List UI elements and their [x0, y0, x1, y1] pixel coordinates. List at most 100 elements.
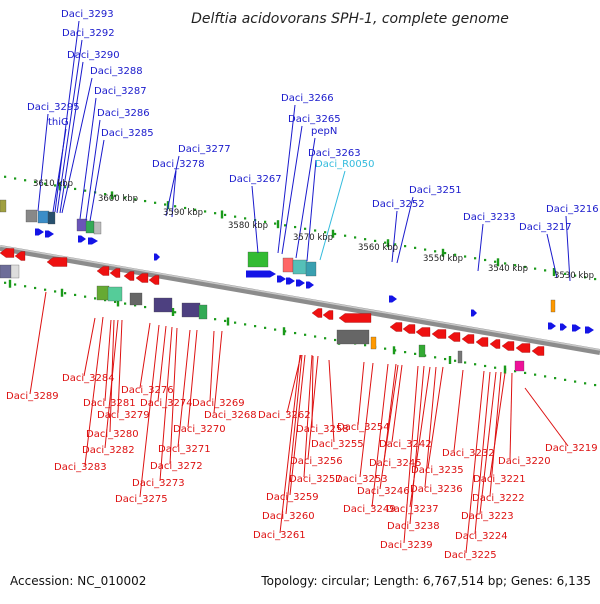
top-gene-label-leader	[546, 233, 558, 279]
upper-tick-dot-dot	[414, 246, 417, 249]
bottom-gene-label: Daci_3258	[296, 424, 349, 435]
reverse-gene-arrow	[402, 324, 416, 334]
lower-tick-dot-dot	[594, 383, 597, 387]
major-tick	[8, 279, 12, 288]
reverse-gene-arrow	[135, 273, 149, 283]
lower-tick-dot-dot	[44, 288, 47, 291]
lower-tick-dot-dot	[414, 352, 417, 355]
upper-tick-dot-dot	[84, 189, 87, 192]
top-gene-label: Daci_3251	[409, 185, 462, 196]
scale-label: 3560 kbp	[358, 243, 398, 253]
feature-box	[247, 251, 269, 268]
lower-tick-dot-dot	[214, 318, 217, 321]
lower-tick-dot-dot	[24, 285, 27, 288]
feature-box	[153, 297, 173, 313]
bottom-gene-label: Daci_3261	[253, 530, 306, 541]
bottom-gene-label-leader	[307, 355, 319, 460]
bottom-gene-label-leader	[139, 322, 151, 389]
top-gene-label-leader	[281, 125, 303, 255]
bottom-gene-label: Daci_3271	[158, 444, 211, 455]
top-gene-label: thiG	[48, 117, 69, 128]
bottom-gene-label: Daci_3283	[54, 462, 107, 473]
upper-tick-dot-dot	[444, 251, 447, 255]
bottom-gene-label-leader	[379, 364, 399, 490]
top-gene-label: Daci_3277	[178, 144, 231, 155]
upper-tick-dot-dot	[114, 194, 117, 197]
upper-tick-dot-dot	[374, 239, 377, 243]
top-gene-label: Daci_3217	[519, 222, 572, 233]
scale-label: 3530 kbp	[554, 271, 594, 281]
reverse-gene-arrow	[447, 332, 461, 342]
lower-tick-dot-dot	[244, 323, 247, 326]
reverse-gene-arrow	[475, 337, 489, 347]
feature-box	[336, 329, 370, 345]
feature-box	[85, 220, 95, 234]
upper-tick-dot-dot	[204, 210, 207, 213]
lower-tick-dot-dot	[74, 293, 77, 297]
genome-backbone-highlight	[0, 245, 600, 351]
top-gene-label: Daci_3266	[281, 93, 334, 104]
bottom-gene-label-leader	[285, 354, 303, 515]
forward-gene-arrow	[246, 270, 276, 278]
bottom-gene-label: Daci_3224	[455, 531, 508, 542]
bottom-gene-label-leader	[359, 362, 374, 478]
top-gene-label-leader	[56, 39, 83, 214]
top-gene-label: Daci_3252	[372, 199, 425, 210]
lower-tick-dot-dot	[14, 283, 17, 286]
lower-tick-dot-dot	[514, 370, 517, 373]
top-gene-label-leader	[85, 119, 101, 221]
lower-tick-dot-dot	[54, 290, 57, 293]
major-tick	[331, 229, 335, 238]
major-tick	[392, 346, 396, 355]
bottom-gene-label-leader	[84, 316, 104, 466]
upper-tick-dot-dot	[564, 272, 567, 275]
lower-tick-dot-dot	[64, 292, 67, 295]
upper-tick-dot-dot	[454, 253, 457, 256]
upper-tick-dot-dot	[74, 187, 77, 191]
bottom-gene-label: Daci_3232	[442, 448, 495, 459]
major-tick	[226, 317, 230, 326]
leader-line-layer	[29, 20, 571, 554]
lower-tick-dot-dot	[234, 321, 237, 324]
major-tick	[441, 248, 445, 257]
reverse-gene-arrow	[501, 341, 515, 351]
bottom-gene-label-leader	[474, 371, 491, 535]
feature-box	[292, 259, 308, 275]
lower-tick-dot-dot	[484, 364, 487, 368]
bottom-gene-label: Daci_3237	[386, 504, 439, 515]
lower-tick-dot-dot	[544, 375, 547, 378]
lower-tick-dot-dot	[274, 328, 277, 331]
reverse-gene-arrow	[109, 268, 121, 278]
bottom-gene-label: Daci_3259	[266, 492, 319, 503]
gene-label-layer: Daci_3293 Daci_3292 Daci_3290 Daci_3288 Daci…	[6, 9, 599, 561]
lower-tick-dot-dot	[454, 359, 457, 362]
upper-tick-dot-dot	[314, 229, 317, 232]
bottom-gene-label-leader	[279, 354, 301, 534]
lower-tick-dot-dot	[524, 371, 527, 375]
top-gene-label: Daci_3293	[61, 9, 114, 20]
feature-box	[305, 261, 317, 277]
forward-gene-arrow	[88, 237, 98, 245]
scale-label: 3580 kbp	[228, 221, 268, 231]
major-tick	[220, 210, 224, 219]
reverse-gene-arrow	[322, 310, 334, 320]
bottom-gene-label: Daci_3284	[62, 373, 115, 384]
rna-gene-label: Daci_R0050	[315, 159, 375, 170]
lower-tick-dot-dot	[574, 380, 577, 383]
major-tick	[503, 365, 507, 374]
feature-box	[129, 292, 143, 306]
bottom-gene-label-leader	[187, 329, 198, 428]
upper-tick-dot-dot	[364, 238, 367, 241]
top-gene-label-leader	[61, 77, 93, 214]
lower-tick-dot-dot	[444, 357, 447, 361]
top-gene-label: Daci_3265	[288, 114, 341, 125]
bottom-gene-label: Daci_3289	[6, 391, 59, 402]
major-tick	[116, 298, 120, 307]
feature-box	[37, 210, 50, 224]
lower-tick-dot-dot	[34, 286, 37, 290]
top-gene-label-leader	[251, 185, 259, 254]
bottom-gene-label: Daci_3253	[335, 474, 388, 485]
top-gene-label-leader	[391, 210, 398, 263]
accession-label: Accession: NC_010002	[10, 574, 147, 588]
bottom-gene-label-leader	[391, 364, 403, 443]
